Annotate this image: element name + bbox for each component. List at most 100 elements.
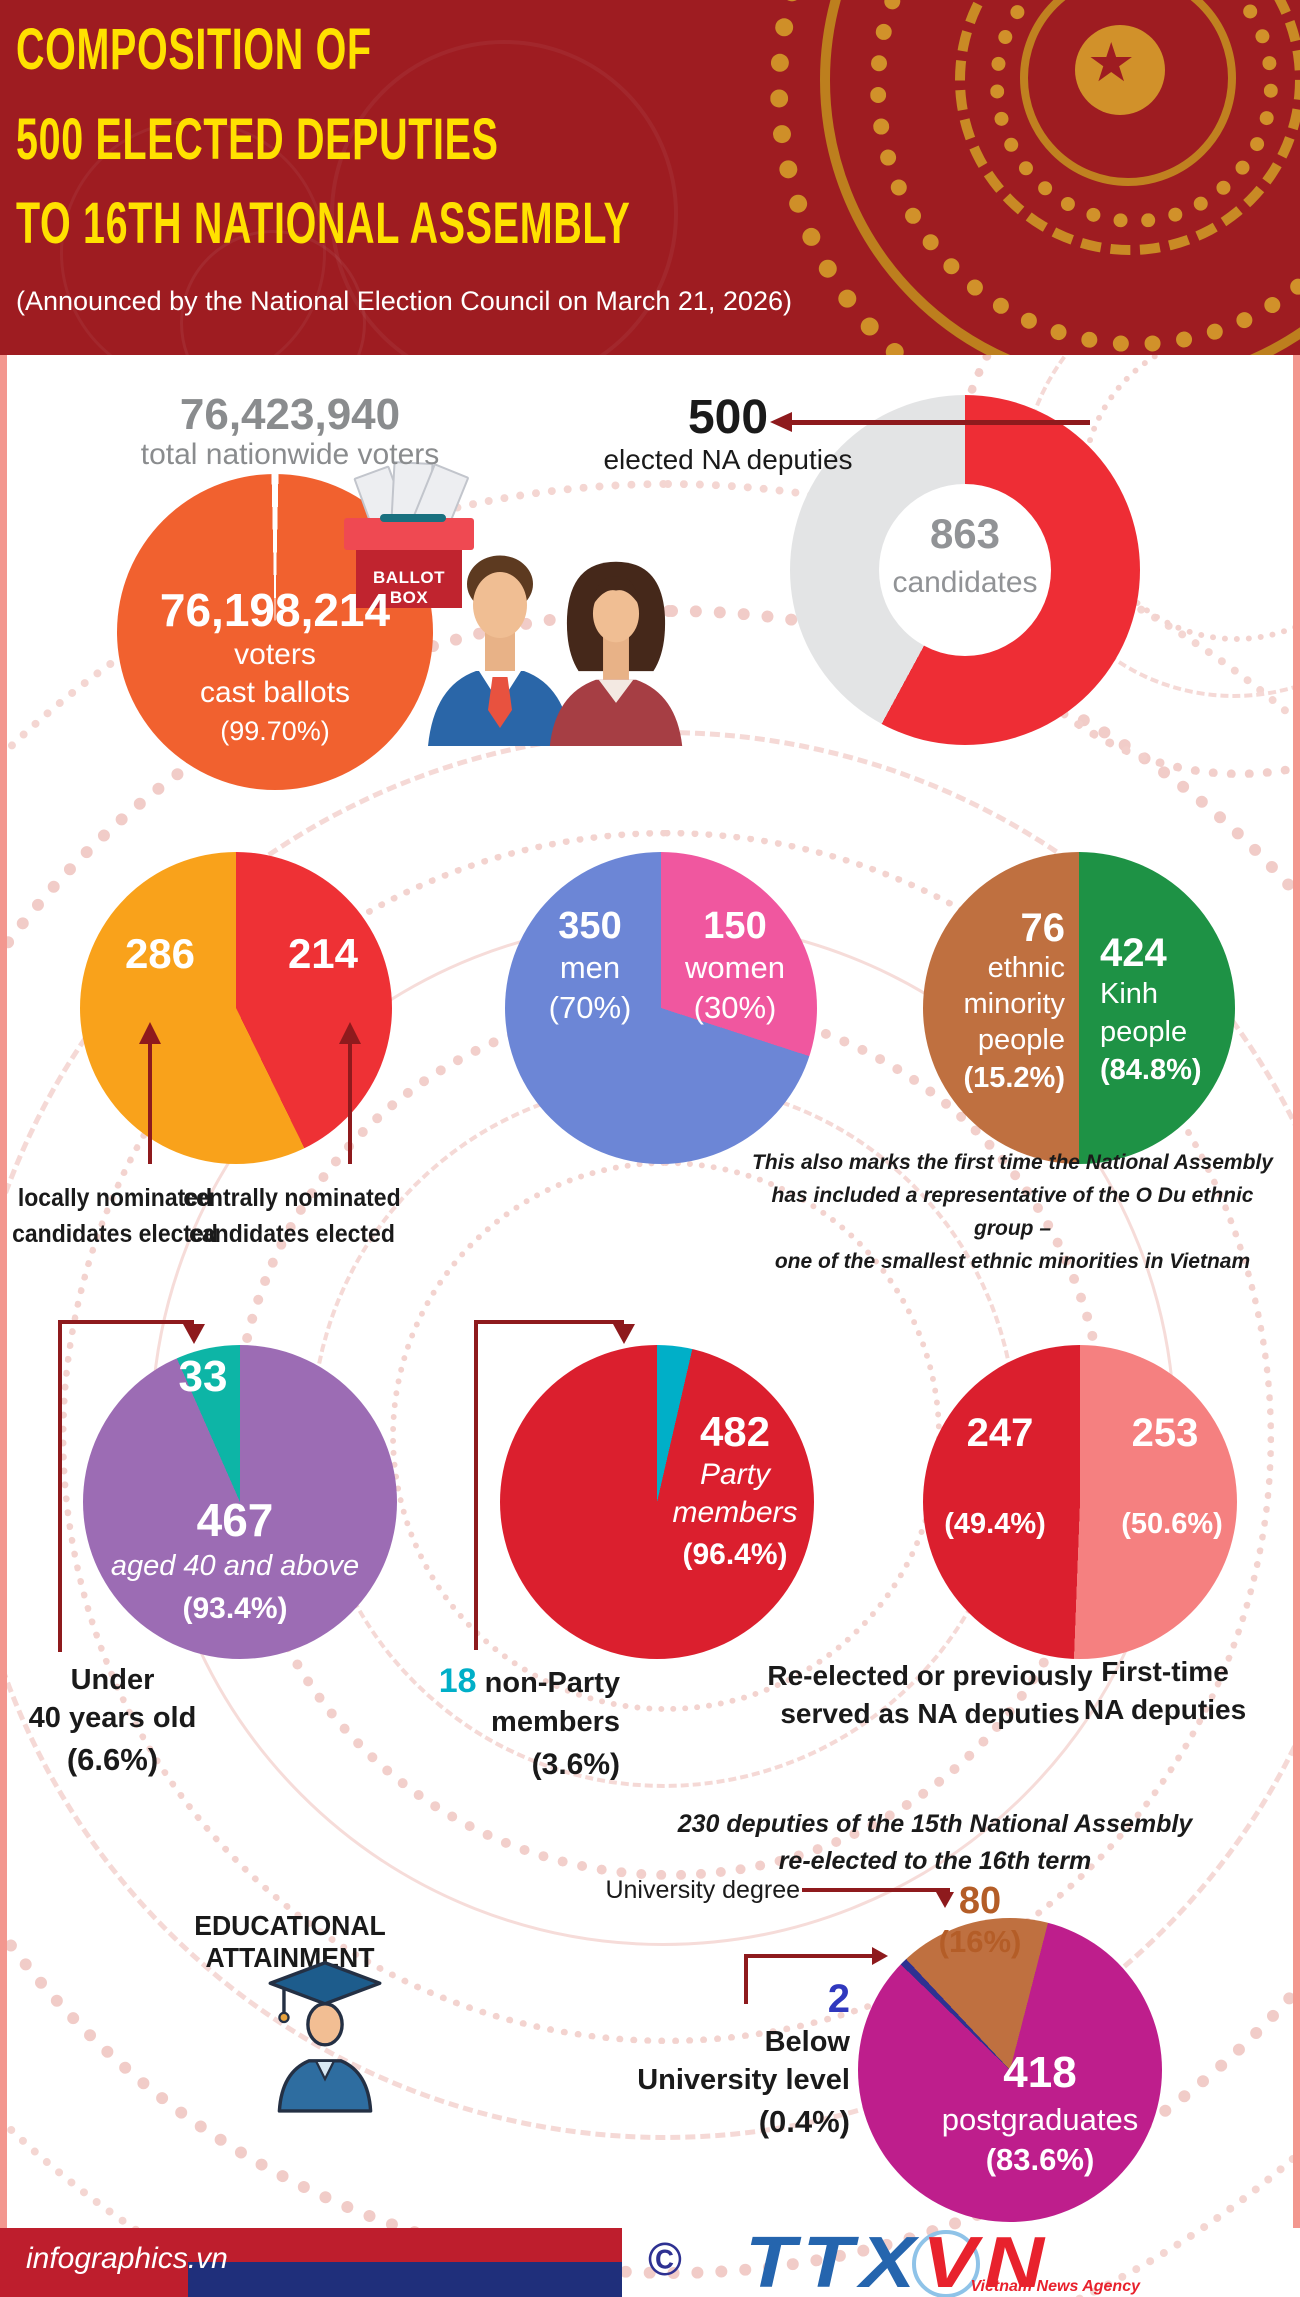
education-pie-chart xyxy=(858,1918,1162,2222)
reelected-label-2: served as NA deputies xyxy=(780,1698,1080,1729)
donut-hole: 863 candidates xyxy=(879,484,1051,656)
note-line: 230 deputies of the 15th National Assemb… xyxy=(677,1810,1193,1838)
postgraduates-value: 418 xyxy=(1003,2048,1077,2097)
age-pie-chart xyxy=(83,1345,397,1659)
party-pie-chart xyxy=(500,1345,814,1659)
party-members-label-2: members xyxy=(672,1496,798,1529)
ethnic-minority-label-3: people xyxy=(977,1024,1065,1056)
women-pct: (30%) xyxy=(693,990,777,1025)
below-university-value: 2 xyxy=(827,1977,850,2021)
centrally-arrow-head xyxy=(339,1022,361,1044)
under40-arrow-head xyxy=(183,1324,205,1344)
swirl-decoration xyxy=(330,40,678,355)
experience-pie-chart xyxy=(923,1345,1237,1659)
odu-note: This also marks the first time the Natio… xyxy=(740,1146,1285,1278)
total-voters-value: 76,423,940 xyxy=(179,390,401,439)
kinh-pct: (84.8%) xyxy=(1100,1054,1202,1086)
note-line: re-elected to the 16th term xyxy=(778,1847,1092,1875)
degree-pct: (16%) xyxy=(938,1924,1022,1959)
ethnic-minority-pct: (15.2%) xyxy=(963,1062,1065,1094)
ethnic-minority-label-2: minority xyxy=(963,988,1065,1020)
women-label: women xyxy=(685,950,785,985)
reelected-pct: (49.4%) xyxy=(944,1508,1046,1540)
below-university-label-2: University level xyxy=(637,2064,850,2096)
right-edge-strip xyxy=(1293,355,1300,2228)
ballot-box-lid xyxy=(344,518,474,550)
firsttime-label-1: First-time xyxy=(1101,1656,1229,1687)
centrally-arrow-shaft xyxy=(348,1042,352,1164)
firsttime-value: 253 xyxy=(1131,1411,1199,1455)
vna-logo-vn: VN xyxy=(922,2223,1051,2297)
firsttime-pct: (50.6%) xyxy=(1121,1508,1223,1540)
below-university-label-1: Below xyxy=(764,2026,850,2058)
total-voters-label: total nationwide voters xyxy=(140,438,440,471)
label-line: centrally nominated xyxy=(183,1184,401,1212)
kinh-value: 424 xyxy=(1100,931,1167,975)
cast-ballots-pct: (99.70%) xyxy=(220,716,330,746)
nonparty-word: non-Party xyxy=(484,1667,620,1699)
postgraduates-label: postgraduates xyxy=(941,2102,1139,2137)
drum-ornament-center xyxy=(1075,25,1165,115)
degree-connector-line xyxy=(802,1888,950,1892)
nonparty-connector-horizontal xyxy=(474,1320,624,1324)
nonparty-value: 18 xyxy=(438,1662,477,1700)
vna-globe-icon xyxy=(912,2230,980,2297)
kinh-label-2: people xyxy=(1100,1016,1188,1048)
university-degree-label: University degree xyxy=(605,1876,800,1904)
degree-value: 80 xyxy=(958,1880,1002,1922)
elected-arrow-line xyxy=(790,420,1090,425)
nonparty-arrow-head xyxy=(613,1324,635,1344)
reelected-value: 247 xyxy=(966,1411,1034,1455)
drum-star-icon: ★ xyxy=(1087,33,1136,93)
under40-pct: (6.6%) xyxy=(66,1742,159,1777)
drum-ornament-ring xyxy=(1020,0,1236,186)
ethnic-minority-value: 76 xyxy=(1020,906,1066,950)
elected-deputies-value: 500 xyxy=(687,391,769,444)
kinh-label-1: Kinh xyxy=(1100,978,1159,1010)
locally-nominated-label: locally nominated candidates elected xyxy=(9,1180,221,1252)
below-university-pct: (0.4%) xyxy=(758,2104,850,2139)
men-pct: (70%) xyxy=(548,990,632,1025)
footer-site-link[interactable]: infographics.vn xyxy=(26,2242,228,2275)
below-connector-vertical xyxy=(744,1954,748,2004)
locally-nominated-value: 286 xyxy=(124,930,196,977)
cast-ballots-label-1: voters xyxy=(234,638,316,671)
nomination-pie-chart xyxy=(80,852,392,1164)
label-line: locally nominated xyxy=(17,1184,213,1212)
education-section-title: EDUCATIONAL ATTAINMENT xyxy=(194,1910,386,1974)
aged40-value: 467 xyxy=(196,1494,274,1546)
label-line: candidates elected xyxy=(189,1220,395,1248)
firsttime-label-2: NA deputies xyxy=(1083,1694,1247,1725)
reelected-note: 230 deputies of the 15th National Assemb… xyxy=(640,1806,1230,1880)
page-title-line2: 500 ELECTED DEPUTIES xyxy=(16,107,499,172)
below-connector-horizontal xyxy=(744,1954,876,1958)
nonparty-pct: (3.6%) xyxy=(531,1748,620,1781)
under40-value: 33 xyxy=(178,1352,228,1401)
left-edge-strip xyxy=(0,355,7,2228)
under40-connector-horizontal xyxy=(58,1320,194,1324)
men-label: men xyxy=(559,950,621,985)
party-members-label-1: Party xyxy=(699,1458,771,1491)
ballot-box-body xyxy=(356,550,462,608)
locally-arrow-shaft xyxy=(148,1042,152,1164)
vna-logo-ttx: TTX xyxy=(745,2223,923,2297)
swirl-decoration xyxy=(60,120,326,355)
note-line: one of the smallest ethnic minorities in… xyxy=(774,1250,1251,1273)
note-line: This also marks the first time the Natio… xyxy=(752,1151,1273,1174)
cast-ballots-label-2: cast ballots xyxy=(199,676,351,709)
ethnic-minority-label-1: ethnic xyxy=(987,952,1065,984)
centrally-nominated-value: 214 xyxy=(287,930,359,977)
vna-logo: TTXVN xyxy=(745,2222,1051,2297)
ballot-box-label: BALLOT BOX xyxy=(373,568,445,607)
degree-arrow-head xyxy=(936,1892,954,1908)
under40-label-1: Under xyxy=(70,1664,155,1696)
vna-logo-subtitle: Vietnam News Agency xyxy=(970,2278,1140,2295)
candidates-value: 863 xyxy=(929,510,1001,557)
reelected-label-1: Re-elected or previously xyxy=(767,1660,1093,1691)
below-arrow-head xyxy=(872,1947,888,1965)
elected-arrow-head xyxy=(770,412,792,432)
page-title-line3: TO 16TH NATIONAL ASSEMBLY xyxy=(16,191,631,256)
centrally-nominated-label: centrally nominated candidates elected xyxy=(182,1180,403,1252)
ballot-box-slot xyxy=(380,514,446,522)
